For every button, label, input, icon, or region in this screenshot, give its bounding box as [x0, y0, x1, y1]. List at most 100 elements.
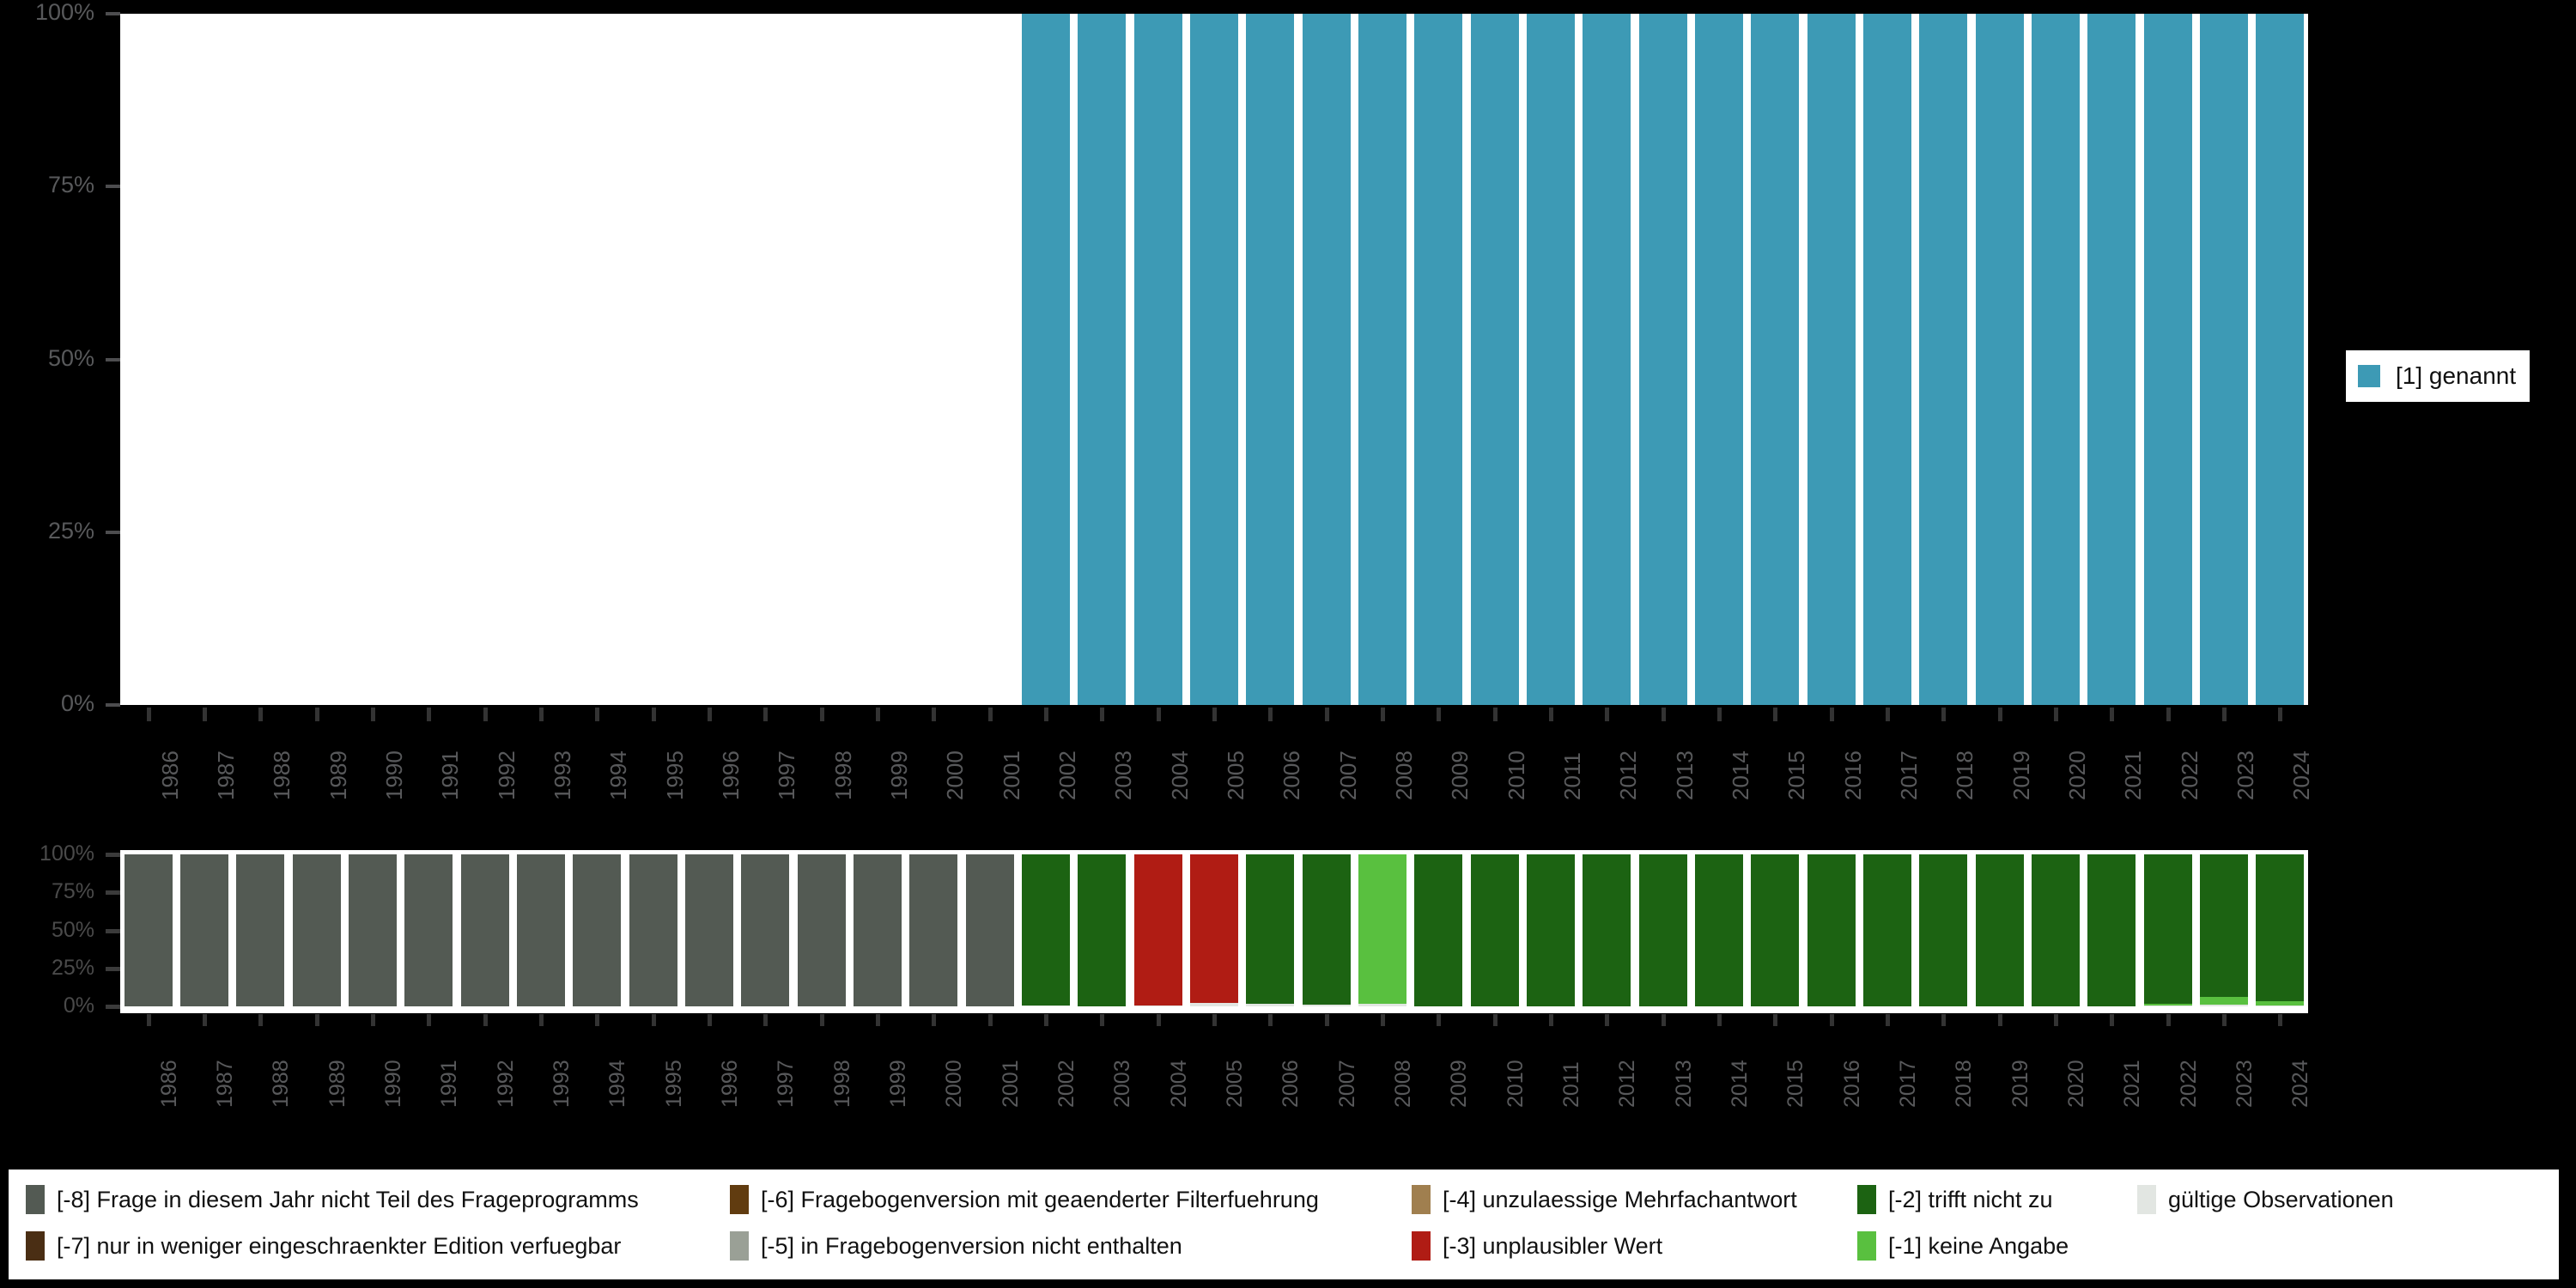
main-x-tick-mark	[1661, 708, 1666, 721]
main-bar-2004[interactable]	[1133, 14, 1182, 705]
main-bar-2003[interactable]	[1078, 14, 1127, 705]
quality-bar-2014[interactable]	[1694, 854, 1744, 1006]
main-bar-2017[interactable]	[1862, 14, 1912, 705]
main-bar-2005[interactable]	[1189, 14, 1239, 705]
quality-bar-1991[interactable]	[404, 854, 453, 1006]
quality-bar-1998[interactable]	[797, 854, 846, 1006]
main-x-tick-mark	[146, 708, 151, 721]
main-bar-2008[interactable]	[1358, 14, 1407, 705]
quality-bar-1988[interactable]	[236, 854, 285, 1006]
main-x-tick-mark	[819, 708, 824, 721]
quality-bar-segment--2	[1638, 854, 1687, 1006]
main-bar-2011[interactable]	[1526, 14, 1576, 705]
quality-bar-1999[interactable]	[853, 854, 902, 1006]
main-x-tick-label-1998: 1998	[829, 750, 856, 800]
quality-bar-2019[interactable]	[1975, 854, 2024, 1006]
quality-x-tick-label-1991: 1991	[437, 1060, 462, 1108]
quality-bar-2004[interactable]	[1133, 854, 1182, 1006]
quality-legend-item--8[interactable]: [-8] Frage in diesem Jahr nicht Teil des…	[26, 1185, 639, 1214]
quality-bar-segment-valid	[1133, 1005, 1182, 1006]
main-bar-2019[interactable]	[1975, 14, 2024, 705]
quality-bar-1995[interactable]	[629, 854, 677, 1006]
quality-bar-1987[interactable]	[179, 854, 229, 1006]
quality-bar-2024[interactable]	[2256, 854, 2305, 1006]
quality-x-tick-mark	[427, 1014, 432, 1026]
quality-bar-2011[interactable]	[1526, 854, 1576, 1006]
main-bar-2002[interactable]	[1021, 14, 1071, 705]
main-bar-2022[interactable]	[2143, 14, 2192, 705]
main-bar-segment-genannt	[1694, 14, 1744, 705]
quality-x-tick-mark	[819, 1014, 824, 1026]
quality-legend-item--4[interactable]: [-4] unzulaessige Mehrfachantwort	[1412, 1185, 1797, 1214]
quality-bar-2008[interactable]	[1358, 854, 1407, 1006]
quality-bar-2018[interactable]	[1919, 854, 1968, 1006]
quality-legend-item--1[interactable]: [-1] keine Angabe	[1857, 1231, 2069, 1261]
quality-bar-2015[interactable]	[1751, 854, 1800, 1006]
quality-bar-2013[interactable]	[1638, 854, 1687, 1006]
quality-chart-panel: 100% 75% 50% 25% 0% 1986 1987 1988 1989 1990 1991 1…	[0, 841, 2576, 1108]
quality-bar-1997[interactable]	[741, 854, 790, 1006]
quality-bar-2002[interactable]	[1021, 854, 1071, 1006]
main-bar-2009[interactable]	[1414, 14, 1463, 705]
quality-x-tick-label-1993: 1993	[550, 1060, 574, 1108]
main-x-tick-label-2015: 2015	[1783, 750, 1810, 800]
quality-legend-label--8: [-8] Frage in diesem Jahr nicht Teil des…	[57, 1186, 639, 1212]
quality-bar-2009[interactable]	[1414, 854, 1463, 1006]
quality-bar-1993[interactable]	[516, 854, 566, 1006]
quality-bar-2000[interactable]	[909, 854, 958, 1006]
quality-bar-2012[interactable]	[1583, 854, 1631, 1006]
quality-bar-2005[interactable]	[1189, 854, 1239, 1006]
quality-x-tick-mark	[146, 1014, 151, 1026]
quality-x-tick-mark	[1773, 1014, 1778, 1026]
quality-bar-2016[interactable]	[1807, 854, 1856, 1006]
main-x-tick-mark	[1549, 708, 1553, 721]
main-bar-2015[interactable]	[1751, 14, 1800, 705]
quality-legend-swatch--8	[26, 1185, 45, 1214]
main-bar-2010[interactable]	[1470, 14, 1519, 705]
main-bar-2014[interactable]	[1694, 14, 1744, 705]
quality-y-tick-label: 50%	[51, 917, 94, 942]
main-bar-2016[interactable]	[1807, 14, 1856, 705]
main-bar-2023[interactable]	[2199, 14, 2249, 705]
quality-bar-2022[interactable]	[2143, 854, 2192, 1006]
quality-y-tick-mark	[106, 853, 120, 857]
main-bar-2006[interactable]	[1246, 14, 1295, 705]
quality-legend-item--2[interactable]: [-2] trifft nicht zu	[1857, 1185, 2053, 1214]
main-bar-2007[interactable]	[1302, 14, 1351, 705]
quality-bar-2003[interactable]	[1078, 854, 1127, 1006]
quality-legend-item--7[interactable]: [-7] nur in weniger eingeschraenkter Edi…	[26, 1231, 621, 1261]
quality-bar-1989[interactable]	[292, 854, 341, 1006]
quality-bar-2006[interactable]	[1246, 854, 1295, 1006]
quality-bar-2021[interactable]	[2087, 854, 2136, 1006]
main-bar-2013[interactable]	[1638, 14, 1687, 705]
main-bar-2021[interactable]	[2087, 14, 2136, 705]
main-bar-2020[interactable]	[2031, 14, 2081, 705]
quality-bar-2023[interactable]	[2199, 854, 2249, 1006]
main-x-tick-mark	[1829, 708, 1834, 721]
main-x-tick-label-2016: 2016	[1839, 750, 1866, 800]
quality-x-tick-mark	[1549, 1014, 1553, 1026]
quality-legend-item-valid[interactable]: gültige Observationen	[2137, 1185, 2394, 1214]
main-bar-segment-genannt	[1470, 14, 1519, 705]
main-bar-2024[interactable]	[2256, 14, 2305, 705]
quality-bar-segment--8	[460, 854, 509, 1006]
main-bar-2018[interactable]	[1919, 14, 1968, 705]
quality-bar-1986[interactable]	[124, 854, 173, 1006]
quality-legend-item--3[interactable]: [-3] unplausibler Wert	[1412, 1231, 1662, 1261]
quality-x-tick-label-2008: 2008	[1391, 1060, 1415, 1108]
quality-legend-item--5[interactable]: [-5] in Fragebogenversion nicht enthalte…	[730, 1231, 1182, 1261]
quality-bar-2001[interactable]	[965, 854, 1014, 1006]
quality-bar-2017[interactable]	[1862, 854, 1912, 1006]
quality-bar-1996[interactable]	[684, 854, 734, 1006]
quality-bar-1990[interactable]	[348, 854, 398, 1006]
quality-x-tick-label-1986: 1986	[156, 1060, 181, 1108]
main-bar-2012[interactable]	[1583, 14, 1631, 705]
quality-bar-1994[interactable]	[573, 854, 622, 1006]
quality-bar-2007[interactable]	[1302, 854, 1351, 1006]
quality-bar-segment--2	[2087, 854, 2136, 1006]
quality-bar-1992[interactable]	[460, 854, 509, 1006]
main-x-tick-label-2018: 2018	[1952, 750, 1978, 800]
quality-legend-item--6[interactable]: [-6] Fragebogenversion mit geaenderter F…	[730, 1185, 1319, 1214]
quality-bar-2010[interactable]	[1470, 854, 1519, 1006]
quality-bar-2020[interactable]	[2031, 854, 2081, 1006]
